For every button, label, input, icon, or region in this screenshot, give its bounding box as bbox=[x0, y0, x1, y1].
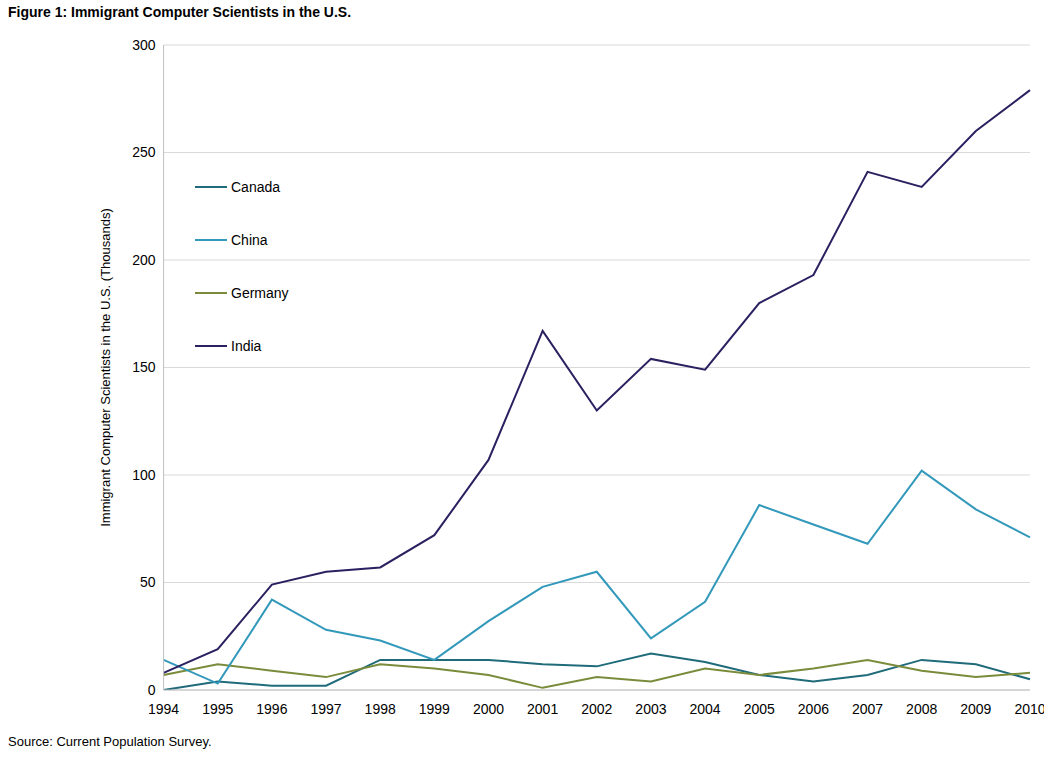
svg-text:100: 100 bbox=[132, 467, 156, 483]
svg-text:1996: 1996 bbox=[256, 701, 287, 717]
svg-text:2010: 2010 bbox=[1014, 701, 1036, 717]
svg-text:1998: 1998 bbox=[365, 701, 396, 717]
svg-text:1995: 1995 bbox=[202, 701, 233, 717]
svg-text:2000: 2000 bbox=[473, 701, 504, 717]
svg-text:2001: 2001 bbox=[527, 701, 558, 717]
html-text:Canada: Canada bbox=[231, 178, 280, 195]
html-text:Figure 1: Immigrant Computer S: Figure 1: Immigrant Computer Scientists … bbox=[8, 4, 352, 20]
svg-text:2009: 2009 bbox=[960, 701, 991, 717]
svg-text:2003: 2003 bbox=[635, 701, 666, 717]
svg-text:1999: 1999 bbox=[419, 701, 450, 717]
svg-text:2006: 2006 bbox=[798, 701, 829, 717]
svg-text:2005: 2005 bbox=[744, 701, 775, 717]
svg-text:2002: 2002 bbox=[581, 701, 612, 717]
svg-text:0: 0 bbox=[148, 682, 156, 698]
svg-text:1997: 1997 bbox=[310, 701, 341, 717]
html-text:Germany: Germany bbox=[231, 284, 289, 301]
svg-text:300: 300 bbox=[132, 37, 156, 53]
html-text:Source: Current Population Sur: Source: Current Population Survey. bbox=[8, 734, 212, 749]
svg-text:2008: 2008 bbox=[906, 701, 937, 717]
svg-text:50: 50 bbox=[140, 574, 156, 590]
svg-text:200: 200 bbox=[132, 252, 156, 268]
svg-text:250: 250 bbox=[132, 144, 156, 160]
svg-text:150: 150 bbox=[132, 359, 156, 375]
svg-text:2007: 2007 bbox=[852, 701, 883, 717]
html-text:China: China bbox=[231, 231, 268, 248]
svg-text:1994: 1994 bbox=[148, 701, 179, 717]
html-text:India: India bbox=[231, 337, 262, 354]
svg-text:2004: 2004 bbox=[690, 701, 721, 717]
svg-text:Immigrant Computer Scientists: Immigrant Computer Scientists in the U.S… bbox=[98, 208, 113, 527]
